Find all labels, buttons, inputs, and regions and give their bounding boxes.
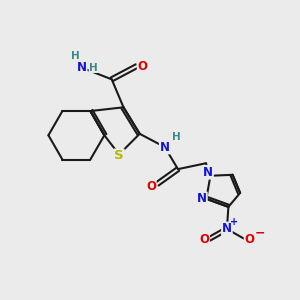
Text: −: − — [255, 226, 265, 239]
Text: N: N — [222, 223, 232, 236]
Text: H: H — [89, 63, 98, 73]
Text: O: O — [138, 60, 148, 73]
Text: N: N — [77, 61, 87, 74]
Text: N: N — [160, 141, 170, 154]
Text: O: O — [199, 233, 209, 246]
Text: S: S — [114, 149, 124, 162]
Text: O: O — [146, 180, 156, 193]
Text: H: H — [70, 51, 79, 61]
Text: O: O — [244, 233, 255, 246]
Text: N: N — [203, 166, 213, 179]
Text: H: H — [172, 132, 180, 142]
Text: +: + — [230, 217, 238, 226]
Text: N: N — [197, 192, 207, 206]
